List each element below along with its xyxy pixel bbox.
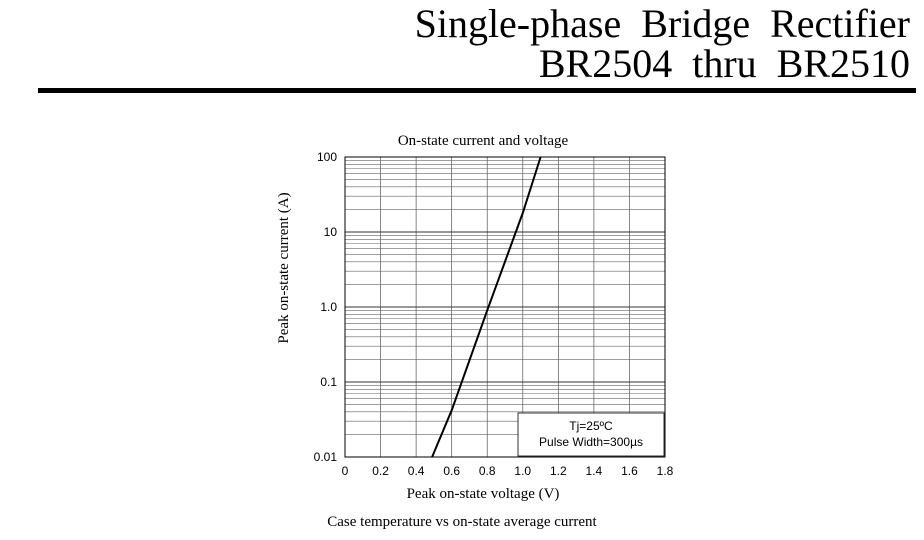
y-tick-label: 0.01 [314, 450, 338, 464]
header-rule [38, 88, 916, 93]
x-tick-label: 1.2 [550, 464, 567, 478]
annotation-junction-temp: Tj=25ºC [569, 419, 613, 433]
document-header: Single-phase Bridge Rectifier BR2504 thr… [415, 4, 910, 84]
y-tick-label: 1.0 [320, 300, 337, 314]
y-tick-label: 100 [317, 150, 337, 164]
plot-frame [344, 156, 666, 458]
header-title-line1: Single-phase Bridge Rectifier [414, 1, 910, 46]
series-line [431, 156, 542, 458]
x-axis-label: Peak on-state voltage (V) [407, 486, 560, 502]
tick-labels: 0 0.2 0.4 0.6 0.8 1.0 1.2 1.4 1.6 1.8 0.01 0.1 1.0 10… [314, 150, 674, 478]
legend-frame [517, 412, 665, 457]
header-title-line2: BR2504 thru BR2510 [538, 41, 910, 86]
x-tick-label: 1.6 [621, 464, 638, 478]
grid [345, 157, 665, 457]
x-tick-label: 0.6 [443, 464, 460, 478]
chart-title: On-state current and voltage [398, 133, 569, 149]
annotation-pulse-width: Pulse Width=300µs [539, 435, 643, 449]
x-tick-label: 1.0 [514, 464, 531, 478]
y-axis-label: Peak on-state current (A) [276, 192, 292, 343]
legend-box: Tj=25ºC Pulse Width=300µs [517, 412, 665, 457]
x-tick-label: 0.4 [408, 464, 425, 478]
x-tick-label: 0 [342, 464, 349, 478]
y-tick-label: 0.1 [320, 375, 337, 389]
x-tick-label: 1.8 [657, 464, 674, 478]
series [431, 156, 542, 458]
x-tick-label: 1.4 [586, 464, 603, 478]
x-tick-label: 0.8 [479, 464, 496, 478]
next-figure-caption: Case temperature vs on-state average cur… [327, 514, 597, 530]
y-tick-label: 10 [324, 225, 338, 239]
x-tick-label: 0.2 [372, 464, 389, 478]
